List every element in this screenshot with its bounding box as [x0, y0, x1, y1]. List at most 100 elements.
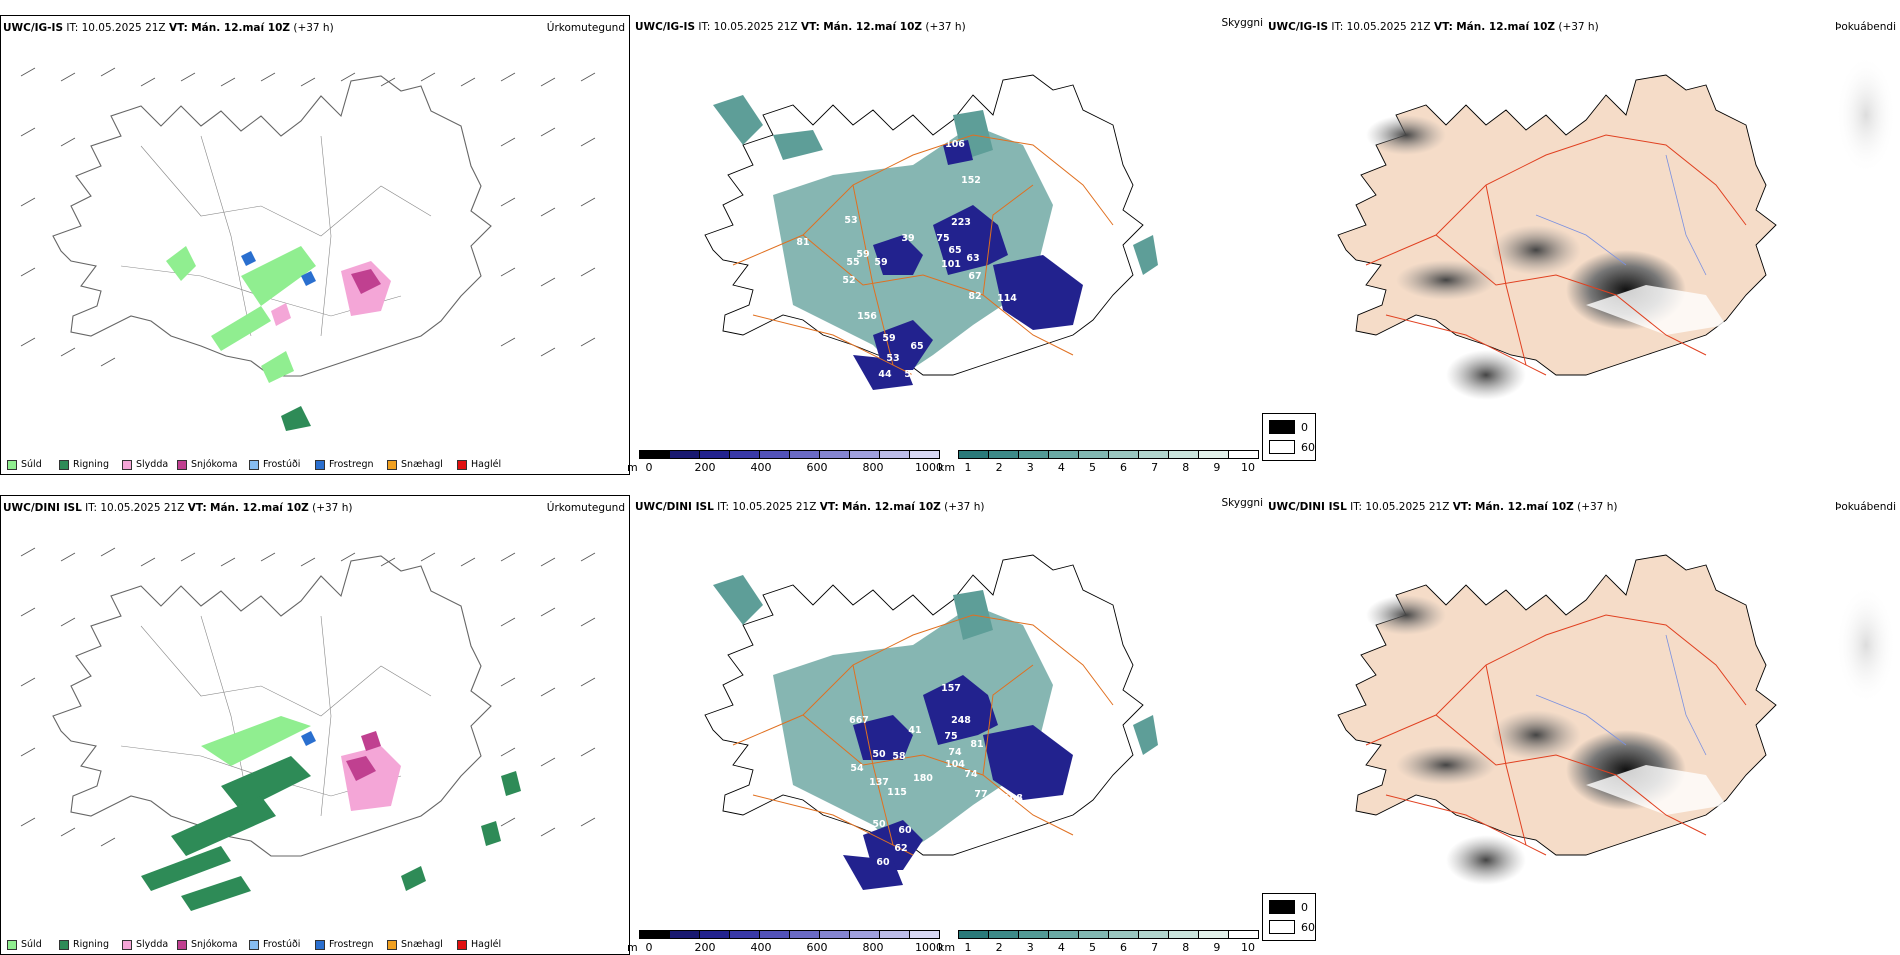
cloud-base-label: 59	[874, 257, 887, 268]
cloud-base-label: 75	[936, 233, 949, 244]
colorbar-tick: 400	[750, 461, 772, 474]
panel-header: UWC/IG-IS IT: 10.05.2025 21Z VT: Mán. 12…	[635, 21, 966, 33]
panel-title: Úrkomutegund	[546, 502, 625, 514]
colorbar-segment	[1048, 930, 1079, 939]
legend-swatch	[7, 940, 17, 950]
colorbar-segment	[699, 450, 730, 459]
cloud-base-label: 62	[758, 271, 771, 282]
colorbar-tick: 1000	[915, 461, 943, 474]
cloud-base-label: 54	[850, 763, 864, 774]
cloud-base-label: 41	[908, 725, 921, 736]
colorbar-segment	[849, 450, 880, 459]
panel-header: UWC/DINI ISL IT: 10.05.2025 21Z VT: Mán.…	[1268, 501, 1618, 513]
legend-swatch	[387, 460, 397, 470]
colorbar-segment	[819, 450, 850, 459]
colorbar-segment	[879, 930, 910, 939]
legend-swatch	[249, 940, 259, 950]
colorbar-tick: 200	[694, 461, 716, 474]
cloud-base-label: 223	[951, 217, 971, 228]
fog-index-panel-ig: UWC/IG-IS IT: 10.05.2025 21Z VT: Mán. 12…	[1262, 15, 1896, 475]
panel-title: Þokuábendi	[1835, 501, 1896, 513]
colorbar-segment	[819, 930, 850, 939]
colorbar-segment	[759, 930, 790, 939]
cloud-base-label: 74	[964, 769, 978, 780]
cloud-base-label: 51	[906, 863, 919, 874]
legend-swatch	[457, 940, 467, 950]
panel-title: Úrkomutegund	[546, 22, 625, 34]
colorbar-segment	[729, 450, 760, 459]
colorbar-tick: 800	[862, 461, 884, 474]
colorbar-segment	[639, 450, 670, 459]
colorbar-segment	[1078, 450, 1109, 459]
colorbar-tick: 10	[1241, 461, 1255, 474]
cloud-base-label: 248	[951, 715, 971, 726]
legend-swatch	[177, 460, 187, 470]
colorbar-tick: 5	[1088, 461, 1096, 474]
colorbar-tick: 10	[1241, 941, 1255, 954]
cloud-base-label: 60	[876, 857, 890, 868]
colorbar-segment	[988, 930, 1019, 939]
panel-title: Skyggni	[1221, 497, 1264, 509]
cloud-base-label: 65	[910, 341, 923, 352]
fog-legend: 0 60	[1262, 893, 1316, 941]
colorbar-segment	[729, 930, 760, 939]
legend-swatch	[249, 460, 259, 470]
cloud-base-label: 50	[904, 369, 918, 380]
cloud-base-label: 39	[901, 233, 914, 244]
colorbar-tick: 7	[1151, 941, 1159, 954]
colorbar-tick: 4	[1057, 461, 1065, 474]
cloud-base-label: 152	[961, 175, 981, 186]
cloud-base-label: 108	[1003, 793, 1023, 804]
colorbar-segment	[639, 930, 670, 939]
colorbar-segment	[1048, 450, 1079, 459]
colorbar-segment	[1198, 450, 1229, 459]
colorbar-segment	[909, 450, 940, 459]
colorbar-tick: 6	[1120, 941, 1128, 954]
colorbar-segment	[1018, 450, 1049, 459]
colorbar-tick: 1	[964, 941, 972, 954]
colorbar-tick: 2	[995, 941, 1003, 954]
visibility-panel-ig: UWC/IG-IS IT: 10.05.2025 21Z VT: Mán. 12…	[627, 17, 1264, 474]
colorbar-tick: 9	[1213, 461, 1221, 474]
legend-swatch	[177, 940, 187, 950]
legend-swatch	[59, 460, 69, 470]
cloud-base-label: 50	[872, 819, 886, 830]
cloud-base-label: 59	[856, 249, 869, 260]
colorbar-segment	[958, 930, 989, 939]
legend-swatch	[59, 940, 69, 950]
colorbar-segment	[1078, 930, 1109, 939]
cloud-base-label: 58	[892, 751, 906, 762]
colorbar-tick: 4	[1057, 941, 1065, 954]
cloud-base-label: 81	[796, 237, 809, 248]
colorbar-segment	[849, 930, 880, 939]
colorbar-segment	[958, 450, 989, 459]
cloud-base-label: 114	[997, 293, 1017, 304]
legend-swatch	[122, 940, 132, 950]
colorbar-tick: 2	[995, 461, 1003, 474]
colorbar-segment	[789, 450, 820, 459]
panel-title: Skyggni	[1221, 17, 1264, 29]
colorbar-segment	[1138, 930, 1169, 939]
colorbar-tick: 8	[1182, 941, 1190, 954]
colorbar-segment	[909, 930, 940, 939]
cloud-base-label: 60	[898, 825, 912, 836]
colorbar-segment	[1198, 930, 1229, 939]
panel-header: UWC/DINI ISL IT: 10.05.2025 21Z VT: Mán.…	[3, 502, 353, 514]
colorbar-tick: 600	[806, 461, 828, 474]
precip-type-panel-ig: UWC/IG-IS IT: 10.05.2025 21Z VT: Mán. 12…	[0, 15, 630, 475]
cloud-base-label: 115	[887, 787, 907, 798]
cloud-base-label: 65	[948, 245, 961, 256]
colorbar-segment	[1108, 930, 1139, 939]
panel-header: UWC/IG-IS IT: 10.05.2025 21Z VT: Mán. 12…	[3, 22, 334, 34]
cloud-base-label: 137	[869, 777, 889, 788]
colorbar-segment	[789, 930, 820, 939]
precip-map	[20, 547, 596, 911]
colorbar-segment	[669, 450, 700, 459]
colorbar-segment	[1018, 930, 1049, 939]
fog-index-panel-dini: UWC/DINI ISL IT: 10.05.2025 21Z VT: Mán.…	[1262, 495, 1896, 955]
legend-swatch	[122, 460, 132, 470]
colorbar-tick: 800	[862, 941, 884, 954]
cloud-base-label: 81	[970, 739, 983, 750]
fog-map	[1337, 554, 1896, 885]
